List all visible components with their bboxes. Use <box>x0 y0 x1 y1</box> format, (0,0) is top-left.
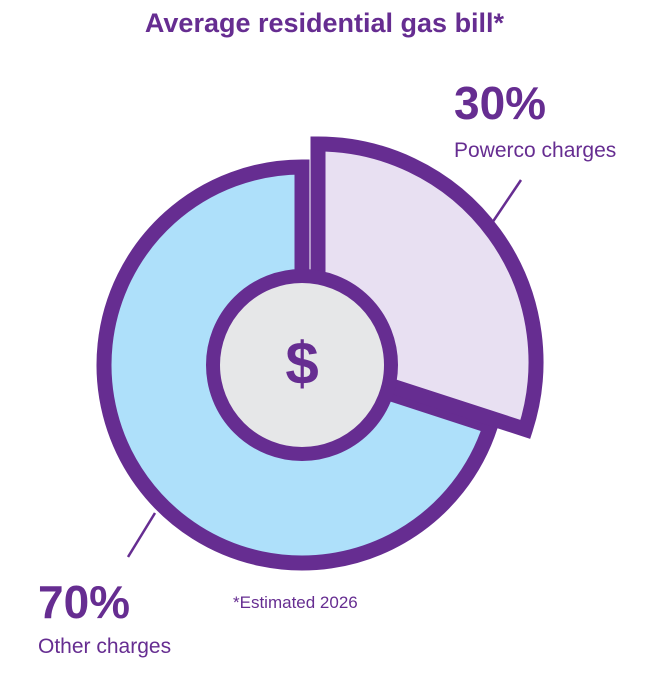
footnote: *Estimated 2026 <box>233 593 358 612</box>
dollar-sign: $ <box>285 330 318 397</box>
center-hub <box>206 269 398 461</box>
other-leader-line <box>126 512 157 558</box>
other-charges-label: Other charges <box>38 635 171 658</box>
chart-title: Average residential gas bill* <box>144 8 505 38</box>
powerco-leader-line <box>490 179 523 224</box>
powerco-percent-label: 30% <box>454 77 546 129</box>
other-percent-label: 70% <box>38 576 130 628</box>
powerco-charges-label: Powerco charges <box>454 139 616 162</box>
